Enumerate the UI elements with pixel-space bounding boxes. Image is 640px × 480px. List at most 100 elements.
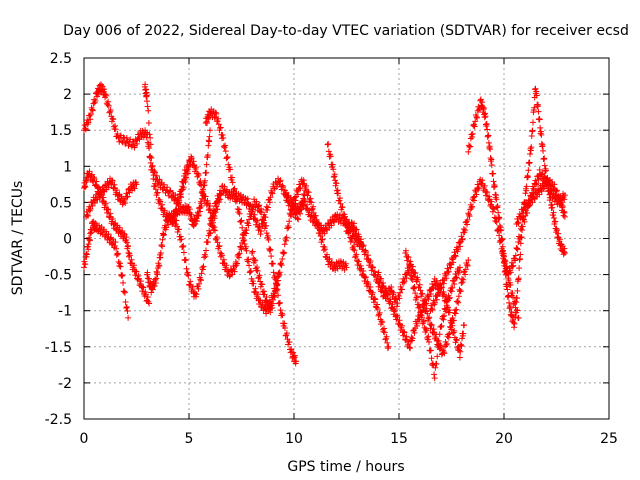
data-point: [143, 92, 150, 99]
data-point: [505, 292, 512, 299]
data-point: [360, 242, 367, 249]
data-point: [265, 301, 272, 308]
data-point: [267, 246, 274, 253]
data-point: [201, 254, 208, 261]
data-point: [425, 333, 432, 340]
data-point: [82, 261, 89, 268]
data-point: [227, 195, 234, 202]
data-point: [157, 198, 164, 205]
data-point: [300, 202, 307, 209]
data-point: [359, 243, 366, 250]
data-point: [412, 290, 419, 297]
data-point: [307, 195, 314, 202]
data-point: [255, 202, 262, 209]
data-point: [431, 299, 438, 306]
data-point: [297, 185, 304, 192]
data-point: [389, 301, 396, 308]
data-point: [234, 206, 241, 213]
data-point: [122, 140, 129, 147]
data-point: [394, 314, 401, 321]
data-point: [553, 188, 560, 195]
data-point: [538, 131, 545, 138]
data-point: [550, 185, 557, 192]
data-point: [491, 183, 498, 190]
data-point: [145, 107, 152, 114]
data-point: [105, 184, 112, 191]
data-point: [470, 197, 477, 204]
data-point: [256, 202, 263, 209]
data-point: [116, 260, 123, 267]
data-point: [172, 192, 179, 199]
data-point: [270, 269, 277, 276]
data-point: [238, 217, 245, 224]
data-point: [431, 371, 438, 378]
data-point: [328, 222, 335, 229]
data-point: [193, 291, 200, 298]
data-point: [267, 194, 274, 201]
data-point: [382, 336, 389, 343]
data-point: [85, 119, 92, 126]
data-point: [367, 257, 374, 264]
data-point: [148, 154, 155, 161]
data-point: [252, 285, 259, 292]
data-point: [263, 294, 270, 301]
data-point: [238, 246, 245, 253]
data-point: [107, 210, 114, 217]
data-point: [251, 211, 258, 218]
data-point: [263, 310, 270, 317]
data-point: [409, 263, 416, 270]
data-point: [279, 249, 286, 256]
data-point: [108, 177, 115, 184]
data-point: [189, 161, 196, 168]
data-point: [247, 268, 254, 275]
data-point: [173, 208, 180, 215]
data-point: [325, 140, 332, 147]
data-point: [330, 166, 337, 173]
data-point: [286, 339, 293, 346]
data-point: [379, 319, 386, 326]
data-point: [436, 346, 443, 353]
data-point: [225, 161, 232, 168]
data-point: [522, 207, 529, 214]
data-point: [206, 133, 213, 140]
series-sat-q: [465, 85, 568, 331]
data-point: [234, 260, 241, 267]
data-point: [224, 153, 231, 160]
data-point: [528, 144, 535, 151]
data-point: [121, 289, 128, 296]
data-point: [197, 276, 204, 283]
data-point: [304, 201, 311, 208]
data-point: [455, 293, 462, 300]
data-point: [335, 190, 342, 197]
y-tick-label: -0.5: [45, 268, 72, 284]
data-point: [552, 218, 559, 225]
data-point: [420, 319, 427, 326]
data-point: [175, 202, 182, 209]
data-point: [472, 118, 479, 125]
data-point: [149, 163, 156, 170]
data-point: [103, 92, 110, 99]
data-point: [229, 271, 236, 278]
data-point: [368, 267, 375, 274]
data-point: [515, 239, 522, 246]
data-point: [229, 179, 236, 186]
x-tick-label: 0: [80, 431, 89, 447]
data-point: [436, 290, 443, 297]
data-point: [385, 343, 392, 350]
data-point: [281, 320, 288, 327]
data-point: [446, 330, 453, 337]
data-point: [343, 264, 350, 271]
data-point: [150, 175, 157, 182]
data-point: [285, 224, 292, 231]
data-point: [260, 288, 267, 295]
data-point: [549, 204, 556, 211]
data-point: [149, 286, 156, 293]
data-point: [196, 181, 203, 188]
data-point: [219, 132, 226, 138]
data-point: [281, 324, 288, 331]
data-point: [144, 294, 151, 301]
data-point: [440, 348, 447, 355]
data-point: [292, 201, 299, 208]
data-point: [443, 340, 450, 347]
data-point: [206, 230, 213, 237]
